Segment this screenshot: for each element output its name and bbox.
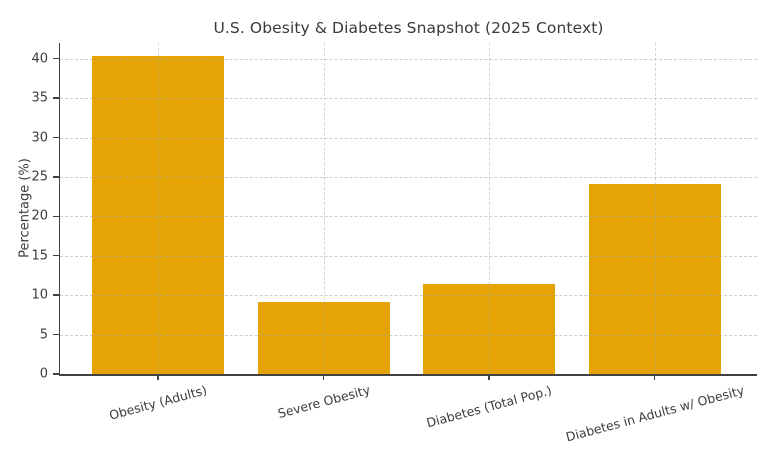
y-tick-15 bbox=[53, 255, 59, 257]
x-tick-0 bbox=[157, 375, 159, 380]
y-tick-label-30: 30 bbox=[31, 130, 48, 146]
x-tick-label-2: Diabetes (Total Pop.) bbox=[424, 382, 554, 431]
y-tick-label-15: 15 bbox=[31, 248, 48, 264]
plot-area: 0 5 10 15 20 25 30 35 40 Obesity (Adults) Severe O… bbox=[31, 43, 757, 444]
x-axis-spine bbox=[59, 374, 757, 376]
v-gridline-0 bbox=[157, 43, 159, 374]
bar-1 bbox=[257, 301, 390, 374]
y-tick-label-5: 5 bbox=[39, 327, 48, 343]
x-tick-label-0: Obesity (Adults) bbox=[107, 382, 209, 423]
h-gridline-40 bbox=[60, 58, 757, 60]
x-tick-3 bbox=[653, 375, 656, 380]
h-gridline-25 bbox=[60, 176, 757, 178]
h-gridline-35 bbox=[60, 98, 757, 100]
y-tick-label-20: 20 bbox=[31, 208, 48, 224]
h-gridline-15 bbox=[60, 255, 757, 257]
v-gridline-2 bbox=[489, 43, 491, 374]
v-gridline-1 bbox=[323, 43, 325, 374]
y-tick-25 bbox=[53, 176, 59, 178]
h-gridline-20 bbox=[60, 216, 757, 218]
x-tick-2 bbox=[488, 375, 490, 380]
y-tick-label-0: 0 bbox=[39, 366, 48, 382]
y-tick-0 bbox=[53, 373, 59, 375]
y-tick-label-25: 25 bbox=[31, 169, 48, 185]
y-tick-30 bbox=[53, 136, 59, 139]
x-tick-1 bbox=[322, 375, 325, 380]
bar-3 bbox=[588, 184, 721, 374]
y-tick-35 bbox=[53, 97, 59, 99]
h-gridline-5 bbox=[60, 334, 757, 336]
bar-0 bbox=[91, 56, 224, 374]
y-axis-spine bbox=[59, 43, 61, 375]
h-gridline-30 bbox=[60, 137, 757, 139]
y-tick-label-40: 40 bbox=[31, 51, 48, 67]
bar-2 bbox=[423, 284, 556, 374]
v-gridline-3 bbox=[654, 43, 656, 374]
x-tick-label-1: Severe Obesity bbox=[275, 382, 372, 422]
chart-title: U.S. Obesity & Diabetes Snapshot (2025 C… bbox=[213, 19, 604, 37]
y-tick-40 bbox=[53, 58, 59, 60]
y-tick-5 bbox=[53, 333, 59, 336]
y-tick-label-10: 10 bbox=[31, 287, 48, 303]
y-tick-10 bbox=[53, 294, 59, 296]
y-tick-label-35: 35 bbox=[31, 90, 48, 106]
x-tick-label-3: Diabetes in Adults w/ Obesity bbox=[563, 382, 746, 445]
h-gridline-10 bbox=[60, 295, 757, 297]
y-tick-20 bbox=[53, 215, 59, 218]
